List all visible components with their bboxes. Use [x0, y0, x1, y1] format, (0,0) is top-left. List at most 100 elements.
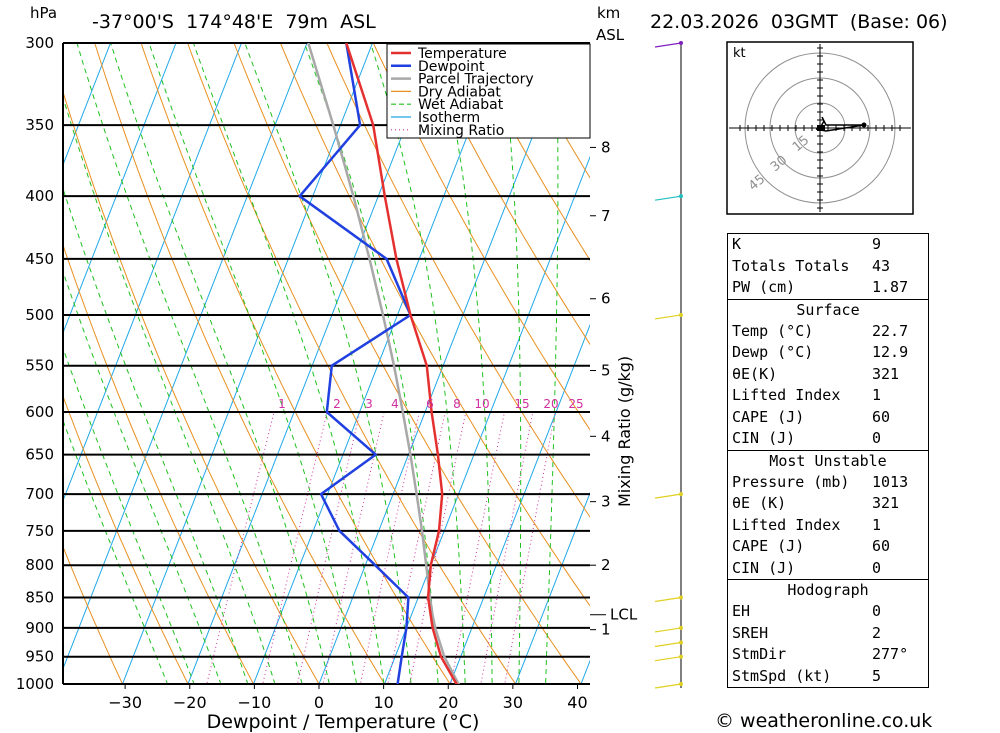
pressure-tick-label: 850: [25, 588, 54, 606]
wet-adiabat-line: [500, 43, 522, 684]
mixing-ratio-line: [480, 411, 534, 684]
height-km-label: 6: [601, 290, 611, 308]
summary-row: Totals Totals 43: [728, 256, 928, 278]
dry-adiabat-line: [187, 43, 517, 684]
height-km-label: 2: [601, 556, 611, 574]
hodograph-row: EH 0: [728, 601, 928, 623]
asl-label: ASL: [596, 26, 625, 44]
mixing-ratio-line: [359, 411, 420, 684]
pressure-tick-label: 500: [25, 306, 54, 324]
mixing-ratio-value-label: 2: [333, 397, 341, 411]
index-label: StmDir: [732, 645, 787, 663]
index-label: CAPE (J): [732, 407, 805, 426]
mixing-ratio-value-label: 20: [543, 397, 558, 411]
pressure-tick-label: 550: [25, 357, 54, 375]
index-label: CIN (J): [732, 558, 796, 577]
most-unstable-row: Pressure (mb) 1013: [728, 472, 928, 494]
index-label: θE (K): [732, 494, 787, 512]
temperature-tick-label: 0: [314, 693, 324, 712]
dry-adiabat-line: [63, 394, 189, 684]
isotherm-line: [383, 155, 590, 684]
index-value: 22.7: [872, 321, 909, 340]
indices-table: K 9 Totals Totals 43 PW (cm) 1.87 Surface Temp …: [727, 233, 929, 688]
mixing-ratio-value-label: 4: [391, 397, 399, 411]
mixing-ratio-value-label: 1: [278, 397, 286, 411]
wind-barbs: [654, 41, 683, 689]
isotherm-line: [63, 43, 242, 503]
height-km-label: 5: [601, 362, 611, 380]
dry-adiabat-line: [917, 25, 1000, 710]
credit-label: © weatheronline.co.uk: [715, 710, 932, 732]
most-unstable-row: CAPE (J) 60: [728, 536, 928, 558]
surface-row: Lifted Index 1: [728, 385, 928, 407]
legend-box: [386, 43, 591, 139]
hodograph-trace: [815, 116, 865, 132]
index-value: 1: [872, 386, 882, 404]
wet-adiabat-line: [110, 43, 330, 684]
height-km-label: 1: [601, 621, 611, 639]
mixing-ratio-value-label: 8: [453, 397, 461, 411]
location-title: -37°00'S 174°48'E 79m ASL: [92, 11, 376, 33]
temperature-line: [345, 43, 459, 684]
mixing-ratio-value-label: 10: [474, 397, 489, 411]
temperature-tick-label: −20: [173, 693, 207, 712]
index-label: Pressure (mb): [732, 472, 850, 491]
most-unstable-row: CIN (J) 0: [728, 558, 928, 580]
index-label: EH: [732, 602, 751, 620]
legend-entry: Dry Adiabat: [418, 84, 501, 100]
mixing-ratio-line: [504, 411, 556, 684]
index-value: 5: [872, 666, 882, 685]
dry-adiabat-line: [419, 43, 590, 346]
wet-adiabat-line: [303, 43, 439, 684]
wind-barb: [654, 627, 682, 633]
dry-adiabat-line: [63, 90, 320, 684]
surface-row: CAPE (J) 60: [728, 407, 928, 429]
dry-adiabat-line: [94, 43, 386, 684]
x-axis-label: Dewpoint / Temperature (°C): [207, 711, 480, 733]
isotherm-line: [63, 43, 308, 670]
isotherm-line: [63, 43, 177, 335]
parcel-trajectory-line: [307, 43, 461, 684]
pressure-lines: [62, 42, 590, 685]
mixing-ratio-line: [387, 411, 446, 684]
mixing-ratio-line: [296, 411, 361, 684]
pressure-tick-label: 900: [25, 619, 54, 637]
hodograph-end-marker: [861, 122, 867, 128]
wind-barb: [654, 42, 682, 48]
pressure-tick-label: 350: [25, 116, 54, 134]
pressure-tick-label: 750: [25, 522, 54, 540]
index-label: CAPE (J): [732, 537, 805, 555]
legend-entry: Isotherm: [418, 110, 480, 126]
hodograph-row: SREH 2: [728, 623, 928, 645]
units-label: hPa: [30, 4, 57, 22]
legend-entry: Dewpoint: [418, 59, 485, 75]
index-value: 1: [872, 515, 882, 534]
surface-section-title: Surface: [728, 298, 928, 321]
pressure-tick-label: 700: [25, 485, 54, 503]
dry-adiabat-line: [963, 25, 1000, 710]
surface-row: θE(K) 321: [728, 364, 928, 386]
wind-barb: [654, 195, 682, 201]
most-unstable-section-title: Most Unstable: [728, 449, 928, 472]
wind-barb: [654, 493, 682, 499]
dewpoint-line: [298, 43, 412, 684]
storm-motion-marker: [817, 125, 825, 131]
index-label: PW (cm): [732, 278, 796, 296]
wet-adiabat-line: [63, 419, 169, 684]
wet-adiabat-line: [76, 43, 303, 684]
legend-entry: Temperature: [417, 46, 507, 62]
mixing-ratio-line: [206, 411, 275, 684]
height-km-label: 7: [601, 207, 611, 225]
dry-adiabat-lines: [63, 25, 1000, 710]
index-value: 1.87: [872, 278, 909, 296]
isotherm-line: [449, 323, 590, 684]
wet-adiabat-line: [192, 43, 385, 684]
pressure-tick-label: 650: [25, 446, 54, 464]
most-unstable-row: Lifted Index 1: [728, 515, 928, 537]
mixing-ratio-line: [450, 411, 505, 684]
index-value: 0: [872, 558, 882, 577]
mixing-ratio-value-label: 25: [568, 397, 583, 411]
summary-row: PW (cm) 1.87: [728, 277, 928, 299]
